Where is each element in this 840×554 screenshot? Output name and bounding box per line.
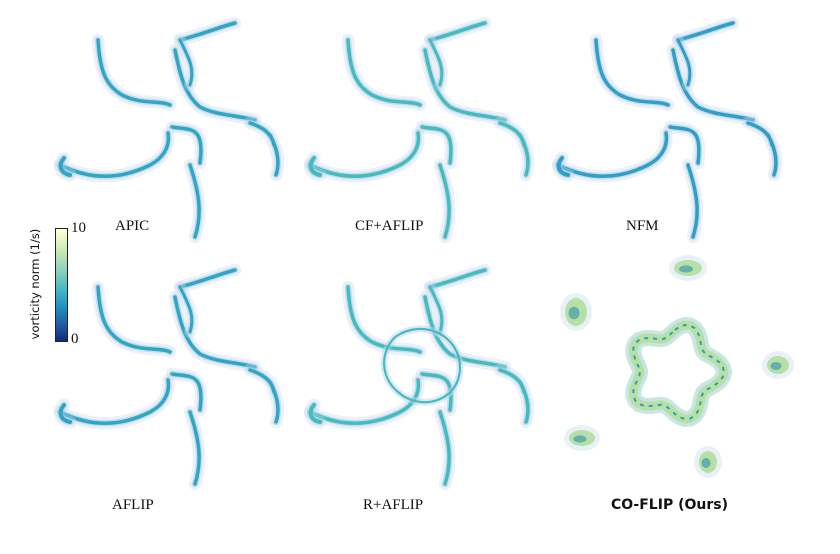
vortex-filament (91, 280, 177, 359)
vortex-filament (589, 33, 675, 112)
vortex-filament (303, 373, 425, 430)
panel-aflip (50, 262, 300, 492)
colorbar-max-label: 10 (71, 220, 86, 236)
panel-r-aflip (300, 262, 550, 492)
vortex-filament (243, 363, 285, 429)
vortex-island (694, 446, 722, 478)
vortex-filament (54, 398, 77, 429)
panel-cf-aflip (300, 15, 550, 245)
vortex-filament (53, 373, 175, 430)
panel-nfm (548, 15, 798, 245)
caption-aflip: AFLIP (112, 497, 154, 513)
vortex-ring (632, 323, 726, 421)
vortex-filament (165, 367, 208, 491)
vortex-filament (493, 363, 535, 429)
vortex-filament (418, 263, 512, 374)
vortex-render-apic (53, 16, 285, 244)
caption-r-aflip: R+AFLIP (363, 497, 424, 513)
vortex-filament (551, 126, 673, 183)
vortex-filament (91, 33, 177, 112)
vortex-filament (424, 34, 448, 91)
vortex-filament (663, 120, 706, 244)
caption-nfm: NFM (626, 218, 659, 234)
colorbar-label: vorticity norm (1/s) (28, 228, 42, 340)
vortex-filament (552, 151, 575, 182)
panel-co-flip (548, 250, 808, 490)
vortex-filament (415, 120, 458, 244)
caption-apic: APIC (115, 218, 150, 234)
vortex-filament (174, 34, 198, 91)
vortex-filament (493, 116, 535, 182)
vortex-filament (53, 126, 175, 183)
vortex-island (762, 351, 794, 379)
panel-apic (50, 15, 300, 245)
vortex-filament (304, 398, 327, 429)
vortex-ring (383, 327, 462, 404)
vortex-filament (418, 16, 512, 127)
vortex-render-aflip (53, 263, 285, 491)
vortex-render-r-aflip (303, 263, 535, 491)
vortex-filament (741, 116, 783, 182)
vortex-filament (174, 281, 198, 338)
vortex-render-co-flip (560, 255, 794, 478)
vortex-render-nfm (551, 16, 783, 244)
vortex-filament (165, 120, 208, 244)
vortex-filament (304, 151, 327, 182)
vortex-render-cf-aflip (303, 16, 535, 244)
vortex-island (669, 255, 707, 281)
vortex-filament (168, 16, 262, 127)
vortex-island (564, 425, 600, 451)
vortex-filament (424, 281, 448, 338)
vortex-filament (672, 34, 696, 91)
vortex-filament (666, 16, 760, 127)
colorbar-min-label: 0 (71, 331, 79, 347)
caption-co-flip: CO-FLIP (Ours) (611, 497, 728, 513)
caption-cf-aflip: CF+AFLIP (355, 218, 424, 234)
vortex-filament (415, 367, 458, 491)
vortex-filament (54, 151, 77, 182)
vortex-island (560, 293, 592, 331)
colorbar (55, 228, 68, 342)
vortex-filament (243, 116, 285, 182)
vortex-filament (341, 33, 427, 112)
vortex-filament (168, 263, 262, 374)
vortex-filament (341, 280, 427, 359)
vortex-filament (303, 126, 425, 183)
